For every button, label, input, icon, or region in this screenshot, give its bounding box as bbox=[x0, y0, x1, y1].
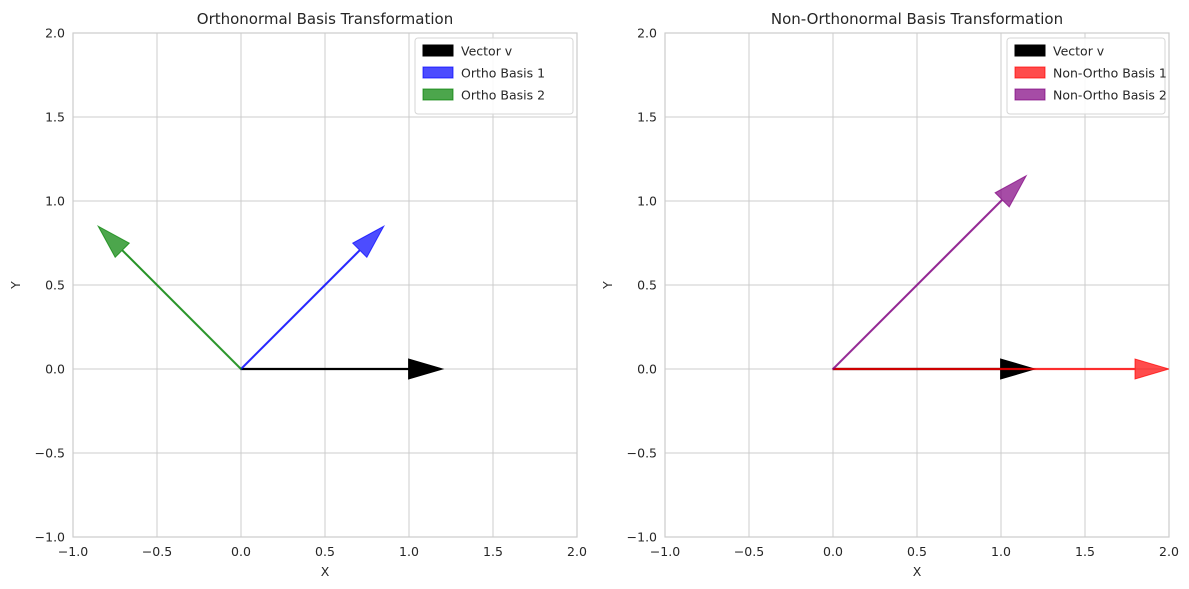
x-tick-label: −0.5 bbox=[142, 544, 172, 559]
legend-label: Vector v bbox=[1053, 44, 1105, 59]
x-tick-label: 0.5 bbox=[907, 544, 927, 559]
x-tick-label: 0.0 bbox=[231, 544, 251, 559]
vector-arrow-ortho-basis-2 bbox=[96, 224, 243, 371]
legend-box bbox=[414, 37, 574, 115]
y-tick-label: −0.5 bbox=[35, 446, 65, 461]
legend: Vector v Ortho Basis 1 Ortho Basis 2 bbox=[414, 37, 574, 115]
legend-swatch bbox=[1014, 66, 1046, 79]
x-tick-label: 1.0 bbox=[991, 544, 1011, 559]
y-tick-label: 2.0 bbox=[637, 26, 657, 41]
x-tick-label: 0.0 bbox=[823, 544, 843, 559]
y-tick-label: 1.5 bbox=[45, 110, 65, 125]
y-axis-label: Y bbox=[600, 281, 615, 290]
legend-label: Ortho Basis 1 bbox=[461, 66, 545, 81]
legend-swatch bbox=[1014, 88, 1046, 101]
x-tick-label: 2.0 bbox=[1159, 544, 1179, 559]
legend-swatch bbox=[422, 88, 454, 101]
legend-label: Non-Ortho Basis 2 bbox=[1053, 88, 1167, 103]
y-tick-label: 1.0 bbox=[45, 194, 65, 209]
y-tick-label: 2.0 bbox=[45, 26, 65, 41]
y-tick-label: −0.5 bbox=[627, 446, 657, 461]
y-tick-label: −1.0 bbox=[35, 530, 65, 545]
legend: Vector v Non-Ortho Basis 1 Non-Ortho Basis… bbox=[1006, 37, 1167, 115]
axes-frame bbox=[664, 32, 1170, 538]
x-tick-label: 2.0 bbox=[567, 544, 587, 559]
chart-title: Orthonormal Basis Transformation bbox=[197, 10, 453, 28]
y-axis-label: Y bbox=[8, 281, 23, 290]
y-tick-label: 0.5 bbox=[45, 278, 65, 293]
axes-frame bbox=[72, 32, 578, 538]
x-tick-label: −0.5 bbox=[734, 544, 764, 559]
y-tick-label: 0.5 bbox=[637, 278, 657, 293]
vector-arrow-vector-v bbox=[240, 358, 445, 380]
x-tick-label: 1.5 bbox=[483, 544, 503, 559]
legend-label: Non-Ortho Basis 1 bbox=[1053, 66, 1167, 81]
vector-layer bbox=[96, 224, 445, 380]
vector-arrow-non-ortho-basis-1 bbox=[832, 358, 1169, 380]
legend-swatch bbox=[422, 44, 454, 57]
x-axis-label: X bbox=[913, 564, 922, 579]
chart-title: Non-Orthonormal Basis Transformation bbox=[771, 10, 1063, 28]
x-tick-label: −1.0 bbox=[650, 544, 680, 559]
legend-swatch bbox=[422, 66, 454, 79]
y-tick-label: −1.0 bbox=[627, 530, 657, 545]
x-tick-label: 1.0 bbox=[399, 544, 419, 559]
vector-layer bbox=[831, 174, 1169, 380]
legend-label: Ortho Basis 2 bbox=[461, 88, 545, 103]
vector-arrow-ortho-basis-1 bbox=[239, 224, 386, 371]
x-axis-label: X bbox=[321, 564, 330, 579]
chart-panel-orthonormal: −1.0 −0.5 0.0 0.5 1.0 1.5 2.0 −1.0 −0.5 0.0 0.5 1.0… bbox=[8, 10, 587, 579]
y-tick-label: 0.0 bbox=[637, 362, 657, 377]
x-tick-label: −1.0 bbox=[58, 544, 88, 559]
x-tick-label: 1.5 bbox=[1075, 544, 1095, 559]
y-tick-label: 0.0 bbox=[45, 362, 65, 377]
x-tick-label: 0.5 bbox=[315, 544, 335, 559]
y-tick-label: 1.0 bbox=[637, 194, 657, 209]
vector-arrow-non-ortho-basis-2 bbox=[831, 174, 1028, 371]
legend-box bbox=[1006, 37, 1166, 115]
chart-panel-non-orthonormal: −1.0 −0.5 0.0 0.5 1.0 1.5 2.0 −1.0 −0.5 0.0 0.5 1.0… bbox=[600, 10, 1179, 579]
legend-swatch bbox=[1014, 44, 1046, 57]
legend-label: Vector v bbox=[461, 44, 513, 59]
y-tick-label: 1.5 bbox=[637, 110, 657, 125]
